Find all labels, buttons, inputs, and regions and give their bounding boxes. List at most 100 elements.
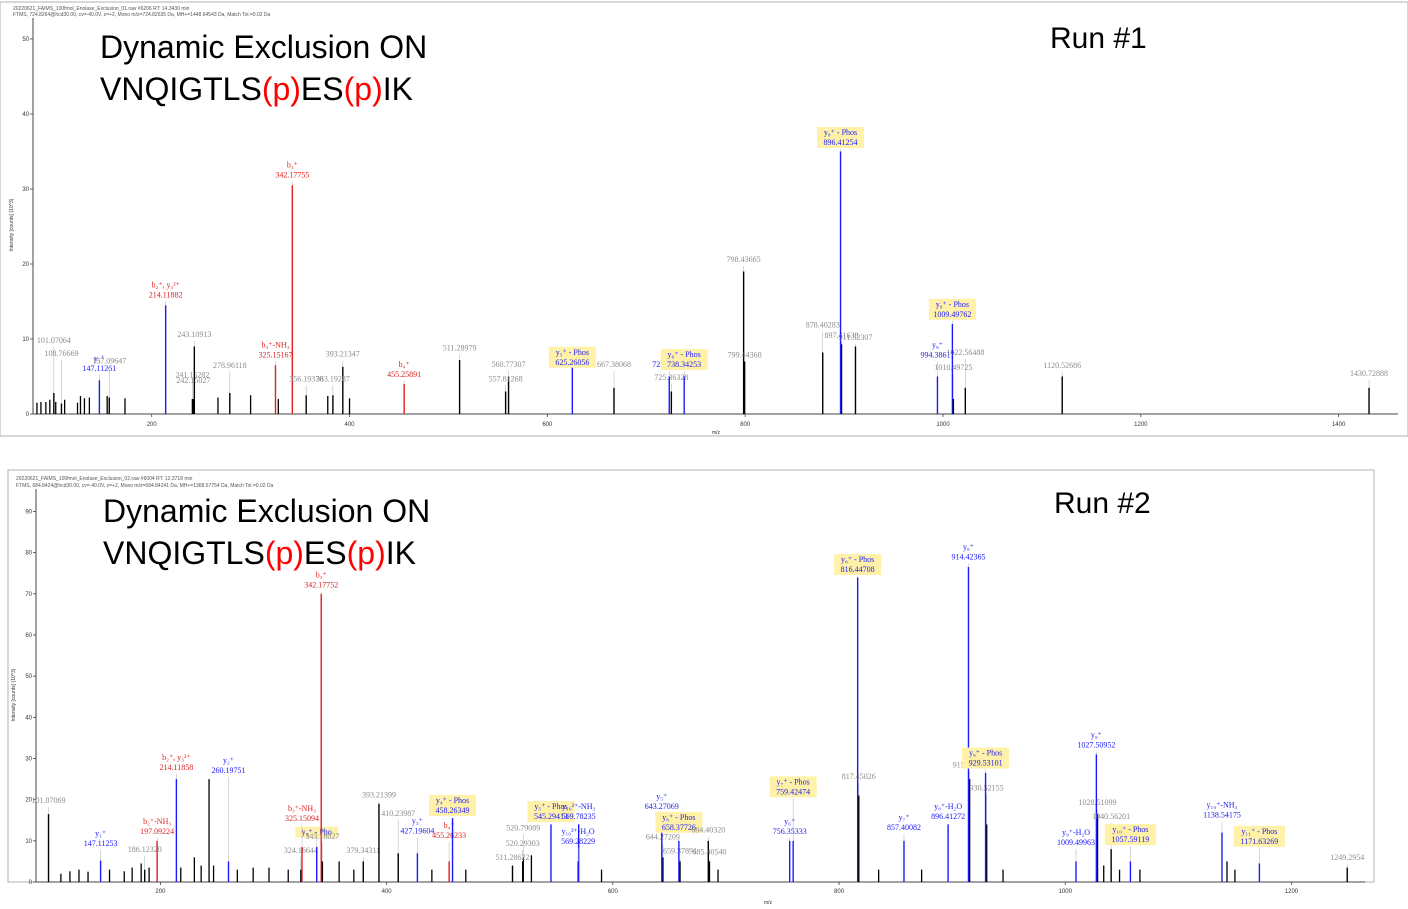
run-label: Run #1 xyxy=(1050,22,1147,55)
peak-label: 186.12320 xyxy=(128,845,162,854)
x-tick-label: 1000 xyxy=(936,422,950,428)
panel-title: Dynamic Exclusion ON xyxy=(100,29,427,65)
peptide-sequence: VNQIGTLS(p)ES(p)IK xyxy=(103,535,416,571)
peak-label: 520.29303 xyxy=(506,839,540,848)
x-tick-label: 400 xyxy=(382,889,393,895)
y-tick-label: 10 xyxy=(22,337,29,343)
peak-label: y₂⁺ xyxy=(223,756,234,765)
peak-label: 427.19604 xyxy=(400,826,434,835)
peak-label: 214.11858 xyxy=(160,763,194,772)
peak-label: 101.07064 xyxy=(37,336,71,345)
y-tick-label: 30 xyxy=(22,187,29,193)
y-tick-label: 90 xyxy=(25,509,32,515)
peak-label: y₄⁺ - Phos xyxy=(436,796,469,805)
peak-label: 897.41638 xyxy=(825,331,859,340)
peak-label: 644.27209 xyxy=(646,833,680,842)
peak-label: y₁₀²⁺-H₂O xyxy=(561,827,594,836)
phospho-mark: (p) xyxy=(347,535,386,571)
peak-label: 725.36328 xyxy=(654,373,688,382)
peak-label: 1249.2954 xyxy=(1330,853,1364,862)
label-highlight xyxy=(1233,825,1286,847)
peak-label: 929.53101 xyxy=(969,759,1003,768)
peak-label: 643.27069 xyxy=(645,802,679,811)
x-tick-label: 600 xyxy=(608,889,619,895)
peak-label: 214.11882 xyxy=(149,290,183,299)
peak-label: y₁₀⁺-NH₃ xyxy=(1207,800,1238,809)
peak-label: 379.34311 xyxy=(346,846,380,855)
label-highlight xyxy=(660,349,708,370)
x-tick-label: 1200 xyxy=(1134,422,1148,428)
peak-label: y₃⁺ xyxy=(412,816,423,825)
peak-label: 569.28229 xyxy=(561,837,595,846)
peak-label: 101.07069 xyxy=(32,796,66,805)
peak-label: y₉⁺ - Phos xyxy=(969,749,1002,758)
y-tick-label: 20 xyxy=(25,798,32,804)
y-tick-label: 50 xyxy=(22,37,29,43)
peak-label: 798.43665 xyxy=(727,255,761,264)
peak-label: 260.19751 xyxy=(212,766,246,775)
label-highlight xyxy=(962,747,1010,769)
peak-label: 1040.56201 xyxy=(1092,812,1130,821)
label-highlight xyxy=(548,346,596,368)
peak-label: y₉⁺-H₂O xyxy=(1062,828,1090,837)
peak-label: 157.09647 xyxy=(92,356,126,365)
peptide-sequence: VNQIGTLS(p)ES(p)IK xyxy=(100,71,413,107)
panel-title: Dynamic Exclusion ON xyxy=(103,493,430,529)
peak-label: y₈⁺ - Phos xyxy=(841,555,874,564)
peak-label: 197.09224 xyxy=(140,827,174,836)
label-highlight xyxy=(527,801,575,823)
peak-label: 324.16644 xyxy=(284,846,318,855)
y-tick-label: 20 xyxy=(22,262,29,268)
peak-label: 342.17755 xyxy=(275,170,309,179)
y-tick-label: 70 xyxy=(25,592,32,598)
peak-label: 108.76669 xyxy=(44,349,78,358)
x-tick-label: 800 xyxy=(740,422,751,428)
x-tick-label: 200 xyxy=(155,889,166,895)
peak-label: 799.44360 xyxy=(728,350,762,359)
peak-label: b₄⁺ xyxy=(444,821,455,830)
label-highlight xyxy=(429,794,477,816)
peak-label: 343.18027 xyxy=(305,832,339,841)
x-axis-label: m/z xyxy=(764,900,773,906)
peak-label: b₃⁺ xyxy=(287,160,298,169)
peak-label: 511.28622 xyxy=(496,853,530,862)
peak-label: 896.41254 xyxy=(824,138,858,147)
sequence-segment: ES xyxy=(304,535,347,571)
peak-label: 911.52307 xyxy=(839,333,873,342)
peak-label: y₅⁺ - Phos xyxy=(534,802,567,811)
y-axis-label: Intensity [counts] (10^3) xyxy=(9,198,15,251)
peak-label: 1171.63269 xyxy=(1241,837,1279,846)
peak-label: y₉⁺ - Phos xyxy=(936,300,969,309)
scan-parameters: FTMS, 684.8424@hcd30.00, cv=-40.0V, z=+2… xyxy=(16,483,274,489)
run-label: Run #2 xyxy=(1054,487,1151,520)
peak-label: 684.40320 xyxy=(691,826,725,835)
y-tick-label: 30 xyxy=(25,756,32,762)
peak-label: 738.34253 xyxy=(667,360,701,369)
label-highlight xyxy=(834,554,882,576)
peak-label: y₅⁺ xyxy=(656,792,667,801)
peak-label: b₃⁺-NH₃ xyxy=(261,340,289,349)
peak-label: 458.26349 xyxy=(436,806,470,815)
peak-label: 557.81268 xyxy=(489,374,523,383)
peak-label: y₇⁺ - Phos xyxy=(777,777,810,786)
peak-label: b₂⁺, y₃²⁺ xyxy=(151,280,179,289)
peak-label: 1010.49725 xyxy=(934,363,972,372)
y-tick-label: 0 xyxy=(29,880,33,886)
peak-label: 930.52155 xyxy=(970,784,1004,793)
peak-label: 393.21347 xyxy=(326,350,360,359)
peak-label: 896.41272 xyxy=(931,812,965,821)
sequence-segment: ES xyxy=(301,71,344,107)
peak-label: 816.44708 xyxy=(841,565,875,574)
peak-label: 1120.52686 xyxy=(1043,361,1081,370)
phospho-mark: (p) xyxy=(262,71,301,107)
y-tick-label: 40 xyxy=(22,112,29,118)
label-highlight xyxy=(655,811,703,833)
peak-label: 1009.49963 xyxy=(1057,838,1095,847)
phospho-mark: (p) xyxy=(344,71,383,107)
peak-label: b₄⁺ xyxy=(399,360,410,369)
peak-label: 241.15282 xyxy=(175,371,209,380)
peak-label: y₈⁺-H₂O xyxy=(934,802,962,811)
peak-label: 569.78235 xyxy=(562,812,596,821)
peak-label: y₁⁺ xyxy=(95,829,106,838)
spectrum-panel-1: 20220621_FAIMS_100fmol_Enolase_Exclusion… xyxy=(0,1,1408,437)
